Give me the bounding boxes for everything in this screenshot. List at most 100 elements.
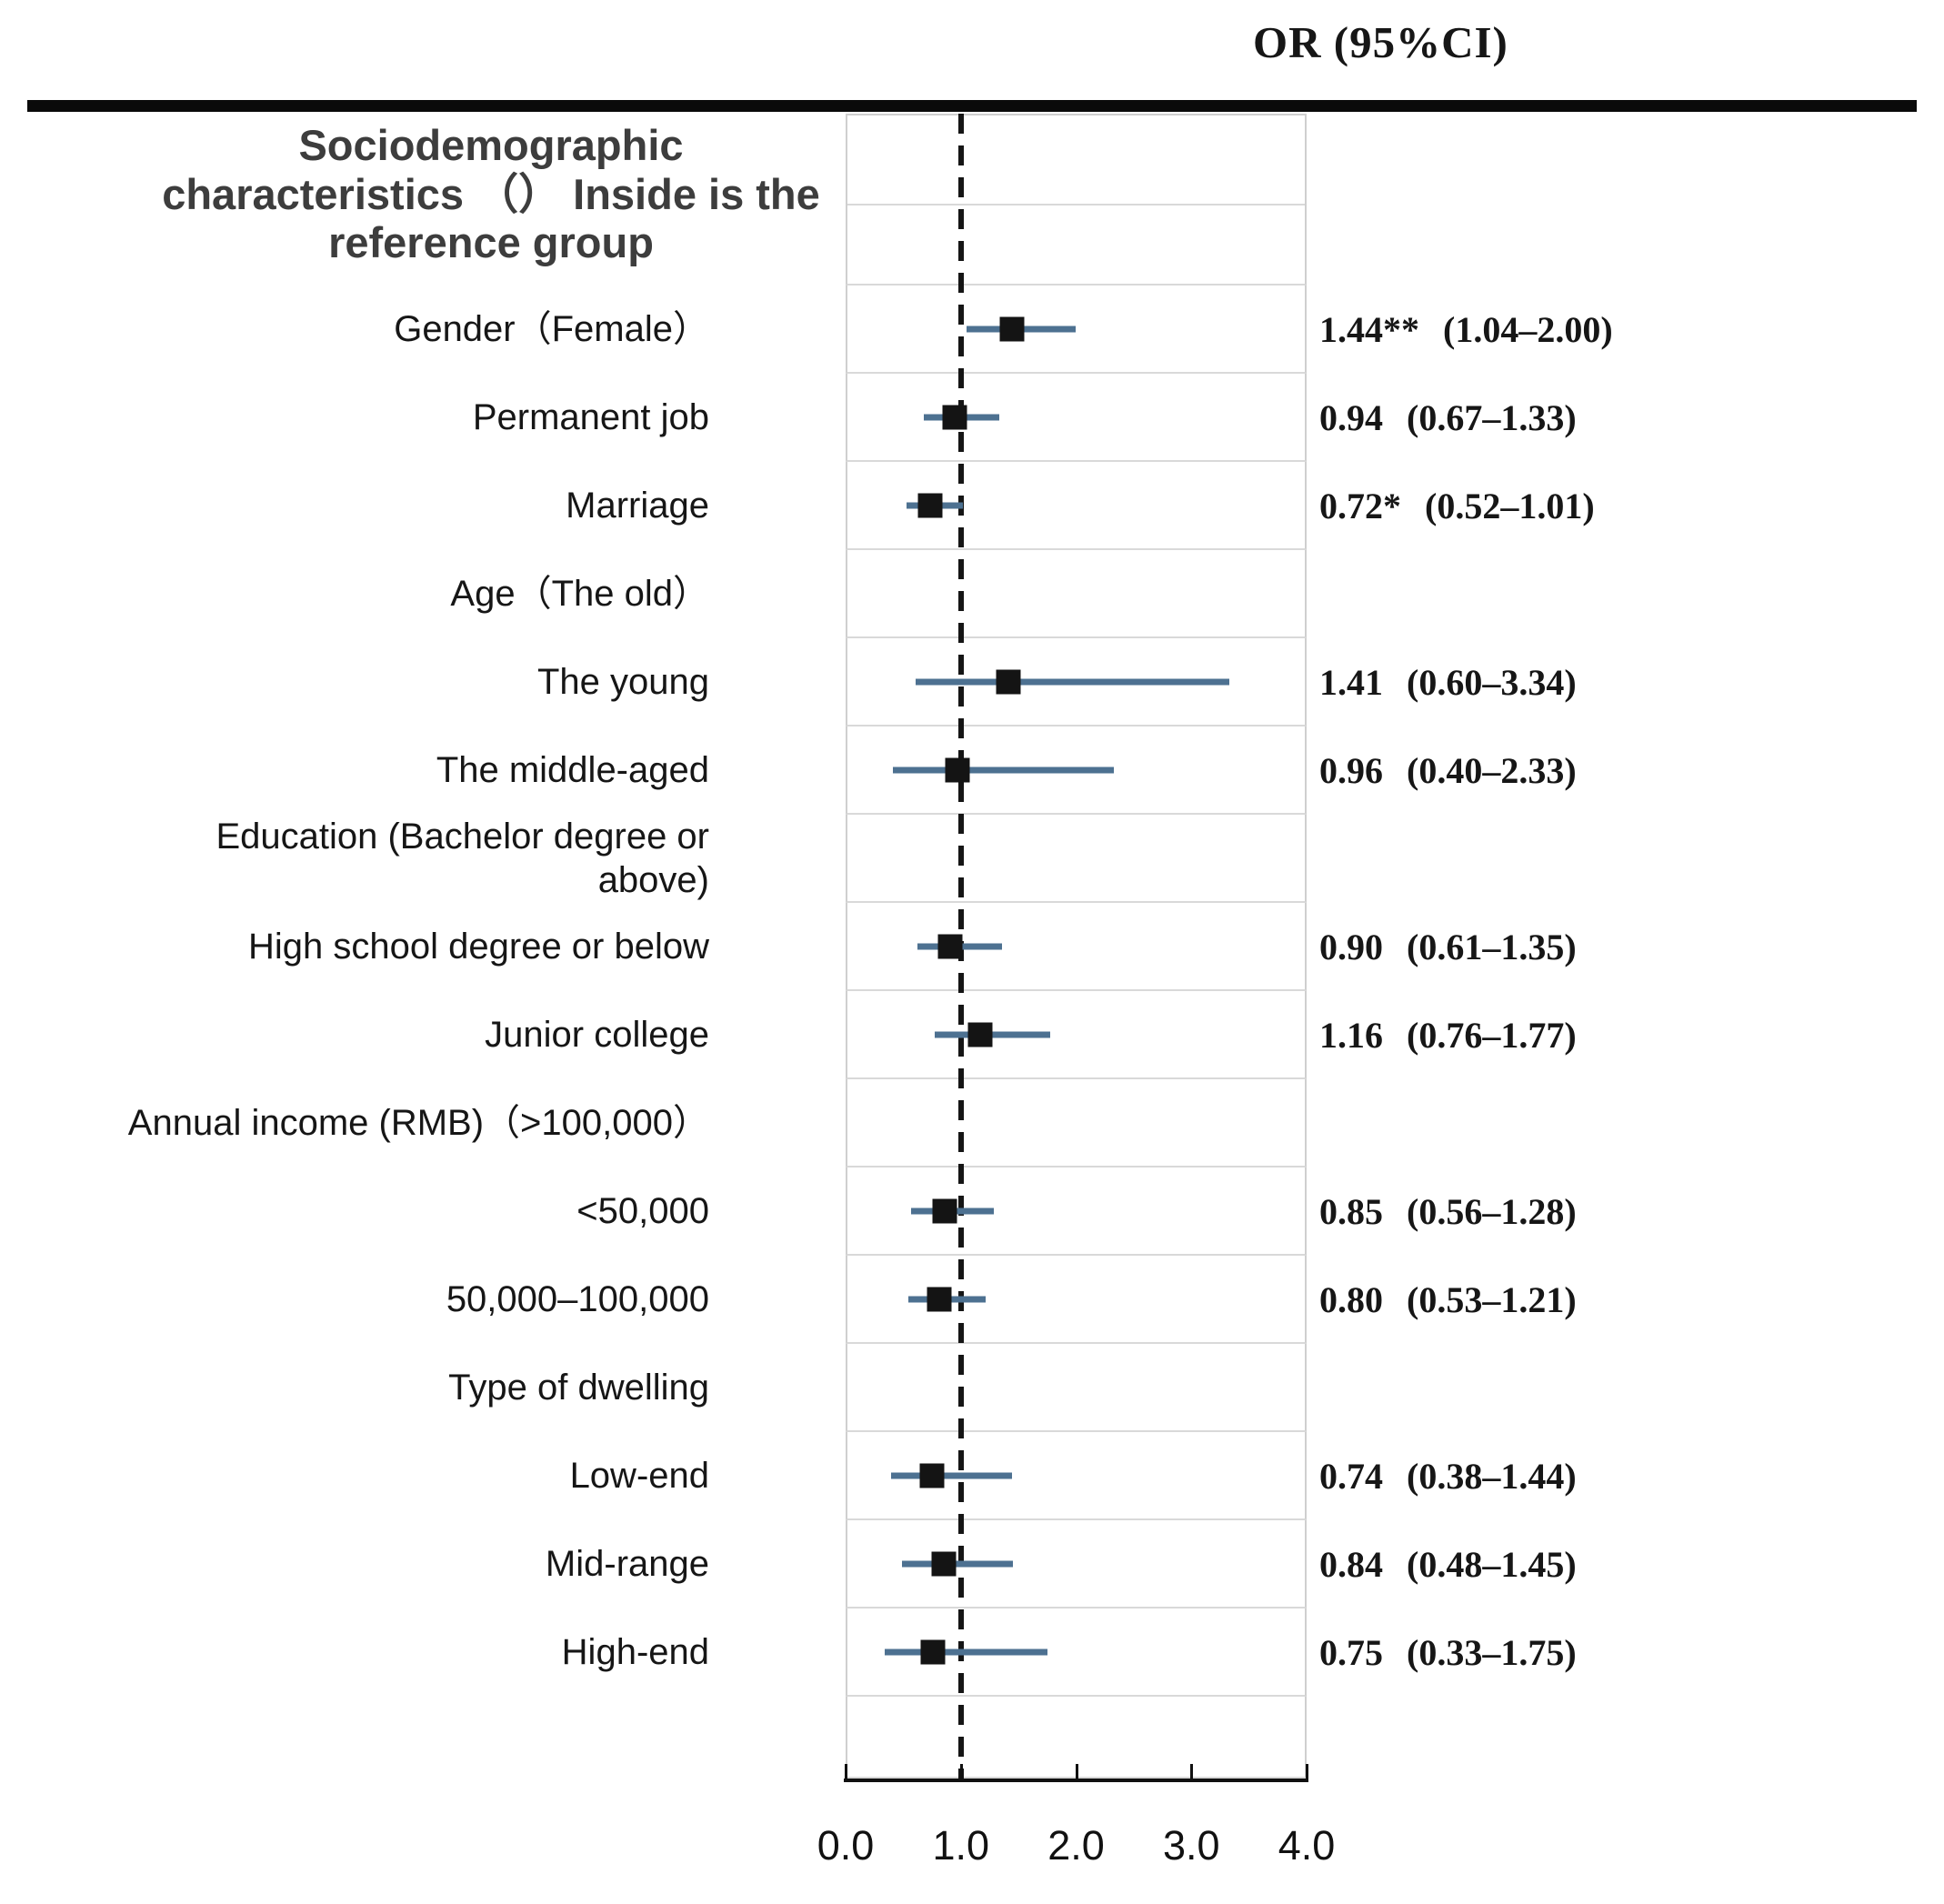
x-axis-tick: [1075, 1764, 1078, 1779]
x-axis-tick: [1306, 1764, 1308, 1779]
plot-cell: [846, 638, 1307, 727]
x-axis-tick: [845, 1764, 847, 1779]
row-label: Type of dwelling: [448, 1367, 709, 1408]
row-label-cell: The young: [0, 638, 846, 727]
or-cell: 1.16 (0.76–1.77): [1307, 991, 1944, 1079]
or-value: 1.44**: [1319, 309, 1419, 350]
ci-value: (0.67–1.33): [1407, 397, 1577, 438]
point-marker: [932, 1198, 957, 1223]
or-value: 0.90: [1319, 927, 1383, 967]
ci-value: (0.56–1.28): [1407, 1191, 1577, 1232]
or-value: 0.85: [1319, 1191, 1383, 1232]
or-cell: [1307, 114, 1944, 286]
chart-title-line: reference group: [328, 218, 654, 267]
ci-value: (0.60–3.34): [1407, 662, 1577, 703]
plot-cell: [846, 1079, 1307, 1167]
ci-line: [902, 1560, 1014, 1567]
row-label: Annual income (RMB)（>100,000）: [127, 1102, 709, 1143]
row-label-cell: <50,000: [0, 1167, 846, 1256]
point-marker: [945, 757, 970, 782]
row-label: Junior college: [485, 1014, 709, 1055]
plot-cell: [846, 286, 1307, 374]
plot-cell: [846, 550, 1307, 638]
or-value: 0.74: [1319, 1456, 1383, 1497]
row-separator: [847, 204, 1305, 205]
point-marker: [927, 1287, 952, 1311]
plot-cell: [846, 1344, 1307, 1432]
row-label-cell: [0, 1697, 846, 1779]
row-label: The young: [536, 661, 709, 702]
forest-row: Marriage 0.72* (0.52–1.01): [0, 462, 1944, 550]
point-marker: [996, 669, 1021, 694]
or-cell: 0.90 (0.61–1.35): [1307, 903, 1944, 991]
point-marker: [942, 405, 967, 429]
forest-row: The middle-aged 0.96 (0.40–2.33): [0, 727, 1944, 815]
row-label: Age（The old）: [450, 573, 709, 614]
row-label-cell: Age（The old）: [0, 550, 846, 638]
forest-row: Gender（Female） 1.44** (1.04–2.00): [0, 286, 1944, 374]
point-marker: [919, 1463, 945, 1488]
row-label-cell: Gender（Female）: [0, 286, 846, 374]
or-value: 0.94: [1319, 397, 1383, 438]
plot-cell: [846, 1608, 1307, 1697]
row-label-cell: Annual income (RMB)（>100,000）: [0, 1079, 846, 1167]
or-cell: [1307, 550, 1944, 638]
empty-row: [0, 1697, 1944, 1779]
or-cell: 0.74 (0.38–1.44): [1307, 1432, 1944, 1520]
ci-value: (0.61–1.35): [1407, 927, 1577, 967]
row-label-cell: Junior college: [0, 991, 846, 1079]
ci-value: (0.40–2.33): [1407, 750, 1577, 791]
header-rule: [27, 100, 1917, 112]
or-cell: 0.96 (0.40–2.33): [1307, 727, 1944, 815]
forest-rows-container: Sociodemographic characteristics （） Insi…: [0, 114, 1944, 1779]
ci-line: [916, 678, 1229, 685]
ci-value: (0.38–1.44): [1407, 1456, 1577, 1497]
point-marker: [967, 1022, 993, 1047]
or-cell: 0.75 (0.33–1.75): [1307, 1608, 1944, 1697]
plot-cell: [846, 374, 1307, 462]
row-label-cell: 50,000–100,000: [0, 1256, 846, 1344]
plot-cell: [846, 462, 1307, 550]
ci-value: (1.04–2.00): [1443, 309, 1613, 350]
row-label: 50,000–100,000: [446, 1278, 709, 1319]
or-value: 1.41: [1319, 662, 1383, 703]
row-label-cell: Marriage: [0, 462, 846, 550]
row-label-cell: Type of dwelling: [0, 1344, 846, 1432]
or-column-header: OR (95%CI): [1253, 17, 1508, 67]
row-label: Mid-range: [545, 1543, 709, 1584]
forest-row: Permanent job 0.94 (0.67–1.33): [0, 374, 1944, 462]
plot-cell: [846, 991, 1307, 1079]
ci-value: (0.53–1.21): [1407, 1279, 1577, 1320]
plot-cell: [846, 903, 1307, 991]
or-value: 0.80: [1319, 1279, 1383, 1320]
row-label-cell: Permanent job: [0, 374, 846, 462]
forest-row: High school degree or below 0.90 (0.61–1.3…: [0, 903, 1944, 991]
plot-cell: [846, 1167, 1307, 1256]
chart-title-row: Sociodemographic characteristics （） Insi…: [0, 114, 1944, 286]
or-cell: [1307, 1079, 1944, 1167]
forest-row: Mid-range 0.84 (0.48–1.45): [0, 1520, 1944, 1608]
ci-line: [885, 1648, 1048, 1655]
row-label: <50,000: [576, 1190, 709, 1231]
plot-cell: [846, 1432, 1307, 1520]
x-axis-tick: [1190, 1764, 1194, 1779]
chart-title-cell: Sociodemographic characteristics （） Insi…: [0, 114, 846, 286]
or-cell: 0.94 (0.67–1.33): [1307, 374, 1944, 462]
forest-row: Junior college 1.16 (0.76–1.77): [0, 991, 1944, 1079]
row-label: Education (Bachelor degree or above): [215, 816, 709, 901]
or-cell: 0.85 (0.56–1.28): [1307, 1167, 1944, 1256]
forest-row: The young 1.41 (0.60–3.34): [0, 638, 1944, 727]
row-label: Low-end: [569, 1455, 709, 1496]
x-axis-tick-label: 4.0: [1278, 1822, 1336, 1869]
row-label: Gender（Female）: [394, 308, 709, 349]
row-label: Permanent job: [472, 396, 709, 437]
row-label-cell: The middle-aged: [0, 727, 846, 815]
ci-line: [890, 1472, 1013, 1478]
or-cell: 0.84 (0.48–1.45): [1307, 1520, 1944, 1608]
or-cell: 0.80 (0.53–1.21): [1307, 1256, 1944, 1344]
forest-row: Age（The old）: [0, 550, 1944, 638]
or-cell: 1.44** (1.04–2.00): [1307, 286, 1944, 374]
plot-cell: [846, 1256, 1307, 1344]
plot-cell: [846, 1520, 1307, 1608]
